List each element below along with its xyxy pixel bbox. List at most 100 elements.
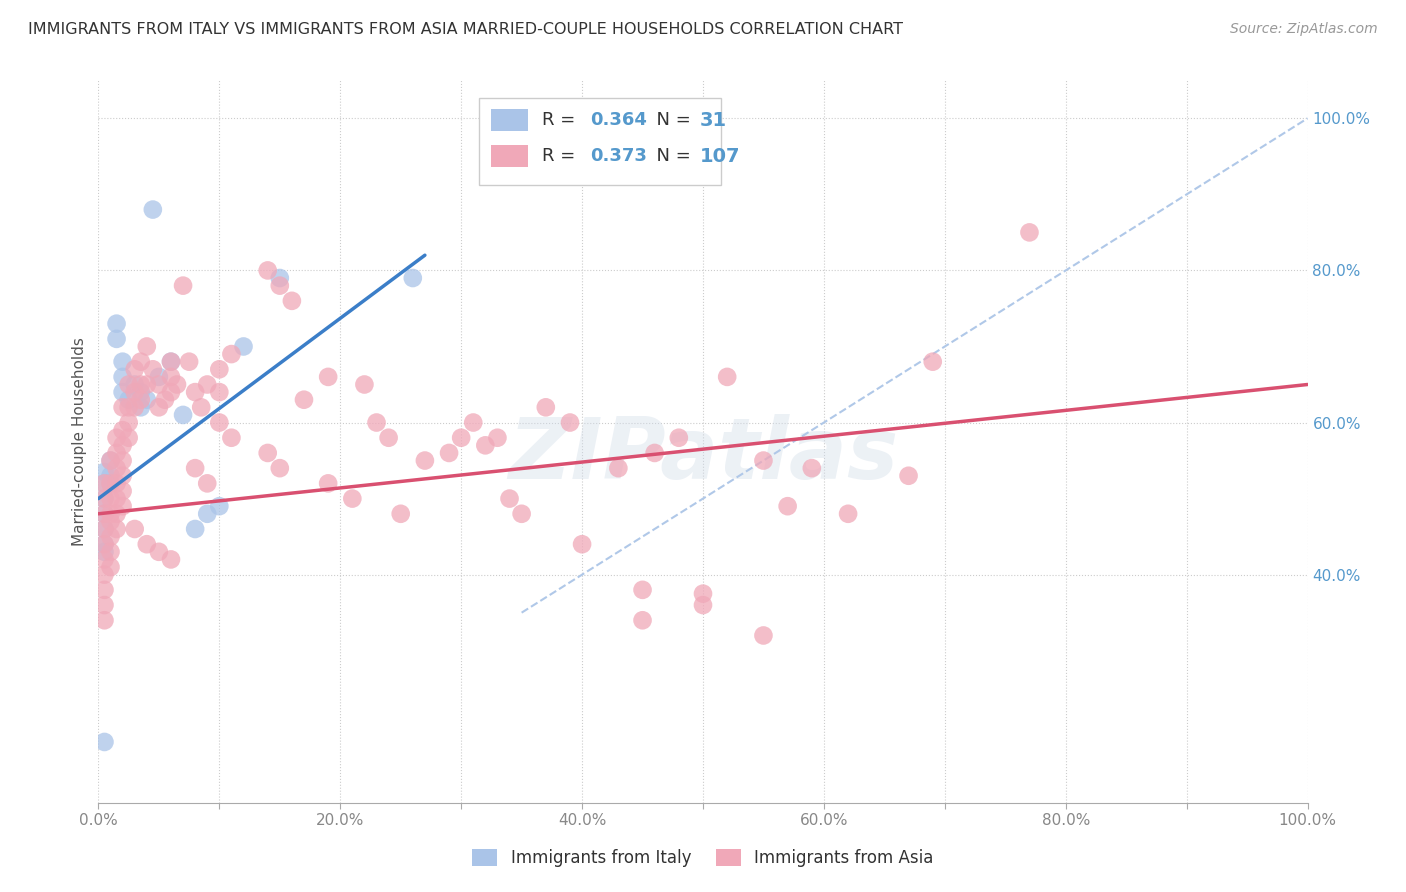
Point xyxy=(129,385,152,400)
Point xyxy=(93,735,115,749)
Point xyxy=(837,507,859,521)
Point xyxy=(269,278,291,293)
Point xyxy=(269,461,291,475)
Point xyxy=(111,385,134,400)
Point xyxy=(256,446,278,460)
Text: 31: 31 xyxy=(699,111,727,129)
Text: 0.364: 0.364 xyxy=(591,111,647,129)
Point xyxy=(1018,226,1040,240)
Point xyxy=(160,354,183,368)
Point xyxy=(124,522,146,536)
Point xyxy=(118,392,141,407)
Point xyxy=(148,377,170,392)
Point xyxy=(148,401,170,415)
Point xyxy=(534,401,557,415)
Point xyxy=(148,545,170,559)
Point xyxy=(100,476,122,491)
Text: R =: R = xyxy=(543,111,581,129)
Point xyxy=(135,339,157,353)
Point xyxy=(463,416,485,430)
Point xyxy=(93,552,115,566)
Point xyxy=(692,587,714,601)
Point xyxy=(93,537,115,551)
Point xyxy=(208,362,231,376)
Text: Source: ZipAtlas.com: Source: ZipAtlas.com xyxy=(1230,22,1378,37)
Point xyxy=(124,362,146,376)
Point xyxy=(668,431,690,445)
Point xyxy=(118,416,141,430)
Point xyxy=(342,491,364,506)
Point xyxy=(402,271,425,285)
Point xyxy=(450,431,472,445)
Point xyxy=(776,499,799,513)
Point xyxy=(105,476,128,491)
Point xyxy=(129,401,152,415)
Point xyxy=(558,416,581,430)
Point xyxy=(93,567,115,582)
FancyBboxPatch shape xyxy=(492,109,527,131)
Point xyxy=(124,401,146,415)
Point xyxy=(160,354,183,368)
Point xyxy=(105,431,128,445)
Point xyxy=(118,377,141,392)
Point xyxy=(124,377,146,392)
Point xyxy=(93,465,115,479)
Point xyxy=(437,446,460,460)
Point xyxy=(93,582,115,597)
Point xyxy=(100,515,122,529)
Point xyxy=(644,446,666,460)
Point xyxy=(269,271,291,285)
Point xyxy=(716,370,738,384)
Point xyxy=(752,628,775,642)
Point xyxy=(111,499,134,513)
Point xyxy=(93,507,115,521)
Text: 107: 107 xyxy=(699,146,740,166)
Point xyxy=(631,613,654,627)
Point xyxy=(281,293,304,308)
Point xyxy=(93,522,115,536)
Point xyxy=(292,392,315,407)
Point xyxy=(172,278,194,293)
Point xyxy=(184,461,207,475)
Point xyxy=(111,468,134,483)
Point xyxy=(93,613,115,627)
Point xyxy=(221,431,243,445)
Point xyxy=(129,392,152,407)
Point xyxy=(100,468,122,483)
Point xyxy=(111,401,134,415)
Point xyxy=(118,431,141,445)
Point xyxy=(316,476,339,491)
Point xyxy=(195,507,218,521)
Point xyxy=(111,354,134,368)
Point xyxy=(510,507,533,521)
Point xyxy=(100,453,122,467)
Point xyxy=(100,453,122,467)
Point xyxy=(377,431,399,445)
Point xyxy=(100,476,122,491)
Point xyxy=(93,598,115,612)
Point xyxy=(232,339,254,353)
Point xyxy=(498,491,520,506)
Point xyxy=(111,438,134,452)
Point xyxy=(190,401,212,415)
Point xyxy=(366,416,388,430)
Point xyxy=(607,461,630,475)
Text: N =: N = xyxy=(645,111,696,129)
Point xyxy=(129,377,152,392)
Point xyxy=(353,377,375,392)
Point xyxy=(93,507,115,521)
Legend: Immigrants from Italy, Immigrants from Asia: Immigrants from Italy, Immigrants from A… xyxy=(472,848,934,867)
Point xyxy=(105,522,128,536)
Point xyxy=(111,423,134,437)
Point xyxy=(389,507,412,521)
Text: IMMIGRANTS FROM ITALY VS IMMIGRANTS FROM ASIA MARRIED-COUPLE HOUSEHOLDS CORRELAT: IMMIGRANTS FROM ITALY VS IMMIGRANTS FROM… xyxy=(28,22,903,37)
Point xyxy=(153,392,176,407)
Point xyxy=(111,370,134,384)
Text: R =: R = xyxy=(543,147,581,165)
Point xyxy=(105,317,128,331)
Point xyxy=(160,370,183,384)
Point xyxy=(221,347,243,361)
Point xyxy=(93,491,115,506)
Point xyxy=(118,401,141,415)
Point xyxy=(208,499,231,513)
